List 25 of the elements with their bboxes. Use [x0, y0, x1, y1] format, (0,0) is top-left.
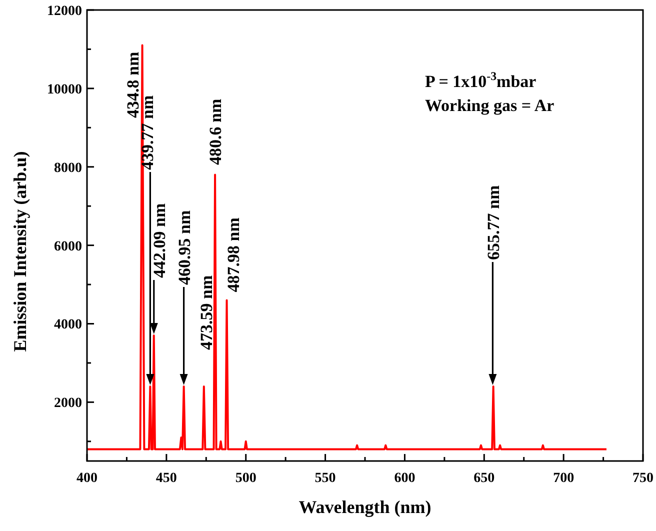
x-tick-label: 500: [235, 471, 256, 486]
annotation: 442.09 nm: [150, 203, 169, 278]
annotation: 487.98 nm: [224, 218, 243, 292]
y-tick-label: 12000: [47, 4, 82, 19]
y-tick-label: 10000: [47, 82, 82, 98]
annotation: P = 1x10$^{-3}$mbar: [425, 69, 537, 91]
x-tick-label: 700: [553, 471, 574, 486]
y-tick-label: 4000: [54, 318, 82, 333]
x-tick-label: 750: [632, 471, 654, 486]
annotation: 480.6 nm: [206, 98, 226, 166]
y-axis-title: Emission Intensity (arb.u): [10, 151, 30, 352]
annotation: 655.77 nm: [484, 185, 503, 260]
annotation: 473.59 nm: [196, 275, 216, 350]
x-axis-title: Wavelength (nm): [298, 497, 432, 517]
x-tick-label: 650: [474, 471, 495, 486]
x-tick-label: 550: [314, 471, 336, 486]
y-tick-label: 6000: [54, 239, 82, 254]
y-tick-label: 8000: [54, 160, 82, 176]
line-series: [87, 44, 608, 450]
y-tick-label: 2000: [54, 396, 82, 412]
x-tick-label: 600: [394, 471, 416, 486]
annotation: 460.95 nm: [175, 210, 194, 285]
x-tick-label: 400: [76, 471, 98, 486]
annotation: Working gas = Ar: [425, 96, 555, 115]
x-tick-label: 450: [156, 471, 177, 486]
